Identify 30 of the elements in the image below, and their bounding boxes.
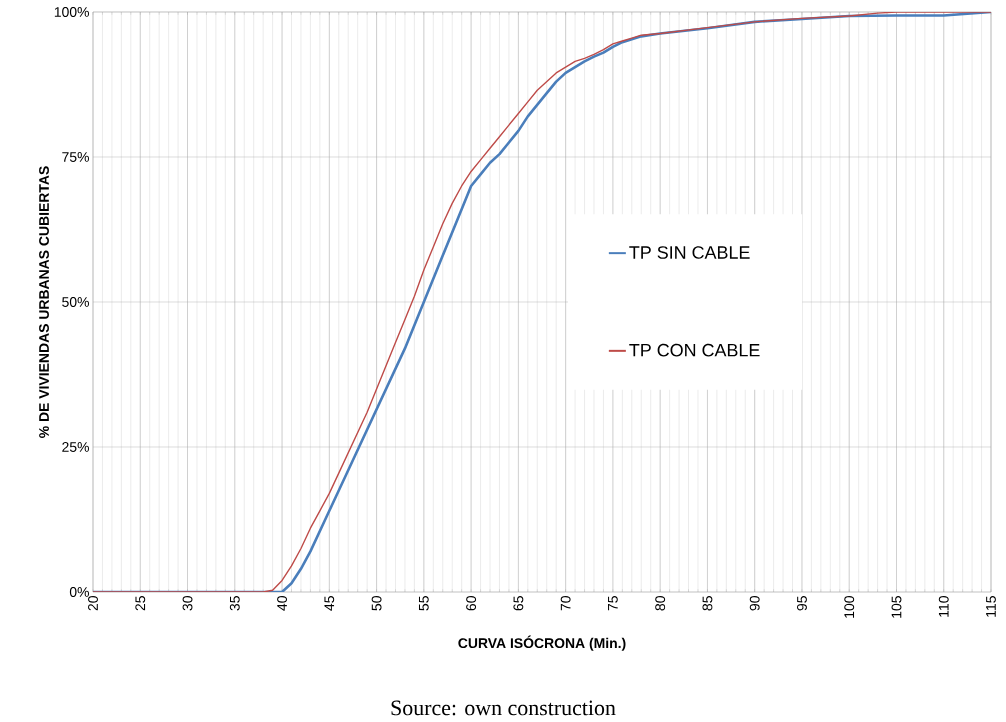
legend-label: TP SIN CABLE (629, 246, 750, 259)
x-tick-label: 70 (560, 596, 571, 611)
y-tick-label: 0% (69, 587, 89, 597)
x-tick-label: 110 (938, 596, 949, 617)
x-tick-label: 90 (749, 596, 760, 611)
legend-label: TP CON CABLE (629, 343, 760, 357)
y-axis-title: % DE VIVIENDAS URBANAS CUBIERTAS (39, 166, 49, 438)
y-tick-label: 75% (62, 152, 89, 162)
x-tick-label: 85 (702, 596, 713, 611)
x-tick-label: 80 (655, 596, 666, 611)
y-tick-label: 25% (62, 442, 89, 452)
x-tick-label: 100 (844, 596, 855, 618)
x-tick-label: 25 (135, 596, 146, 611)
x-tick-label: 115 (986, 596, 996, 617)
x-tick-label: 40 (277, 596, 287, 611)
x-tick-label: 75 (608, 596, 618, 611)
x-tick-label: 55 (418, 596, 429, 611)
x-tick-label: 105 (891, 596, 902, 618)
x-tick-label: 30 (182, 596, 193, 611)
x-tick-label: 45 (324, 596, 335, 611)
x-tick-label: 20 (88, 596, 98, 611)
source-note: Source: own construction (391, 700, 616, 716)
y-tick-label: 50% (62, 297, 89, 307)
y-tick-label: 100% (54, 7, 89, 17)
x-tick-label: 50 (371, 596, 382, 611)
x-tick-label: 65 (513, 596, 524, 611)
x-tick-label: 95 (797, 596, 807, 611)
x-axis-title: CURVA ISÓCRONA (Min.) (458, 635, 626, 651)
x-tick-label: 60 (466, 596, 477, 611)
x-tick-label: 35 (229, 596, 240, 611)
